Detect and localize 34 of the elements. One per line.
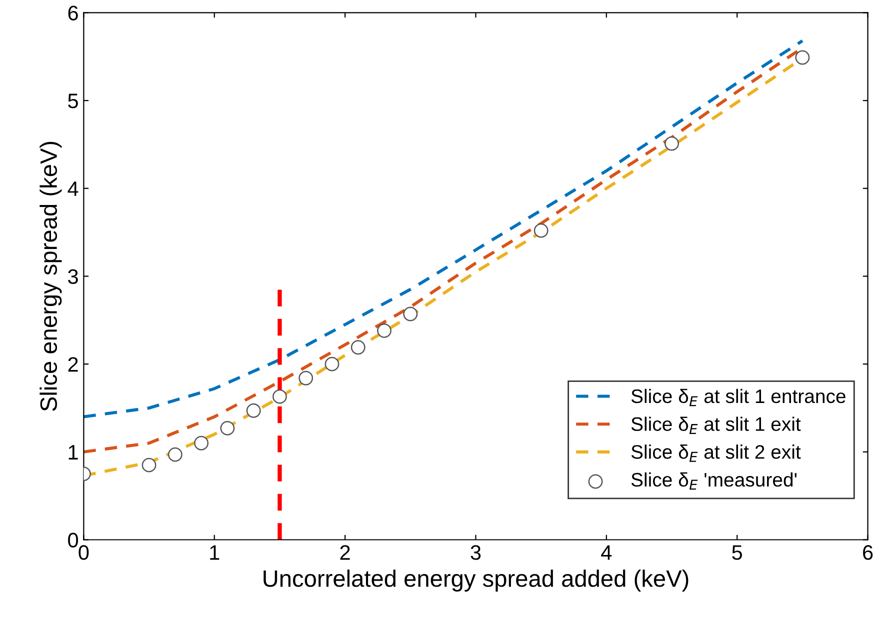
x-tick-label: 4 — [601, 545, 612, 560]
point — [664, 136, 679, 151]
legend-label: Slice δ$_{E}$ at slit 1 entrance — [631, 388, 846, 406]
legend-label: Slice δ$_{E}$ 'measured' — [631, 472, 797, 490]
x-tick-label: 5 — [732, 545, 742, 560]
x-tick-label: 0 — [78, 545, 89, 560]
point — [350, 340, 366, 355]
point — [298, 370, 314, 386]
y-tick-label: 4 — [68, 182, 78, 196]
y-tick-label: 1 — [68, 445, 78, 460]
point — [194, 436, 209, 450]
x-tick-label: 2 — [340, 545, 350, 560]
y-tick-label: 6 — [68, 6, 78, 20]
point — [142, 458, 156, 472]
x-axis-title: Uncorrelated energy spread added (keV) — [264, 570, 688, 592]
y-axis-title: Slice energy spread (keV) — [40, 142, 62, 411]
y-tick-label: 3 — [68, 269, 78, 284]
point — [246, 403, 261, 418]
x-tick-label: 6 — [863, 545, 873, 560]
y-tick-label: 5 — [68, 94, 78, 108]
legend-label: Slice δ$_{E}$ at slit 1 exit — [631, 416, 801, 434]
point — [403, 306, 418, 322]
point — [220, 420, 235, 436]
point — [272, 389, 287, 404]
point — [534, 223, 548, 238]
y-tick-label: 0 — [68, 532, 78, 548]
x-tick-label: 3 — [470, 545, 481, 560]
point — [324, 356, 340, 372]
x-tick-label: 1 — [210, 545, 220, 560]
point — [168, 447, 182, 462]
legend-label: Slice δ$_{E}$ at slit 2 exit — [631, 444, 801, 462]
point — [377, 323, 392, 338]
y-tick-label: 2 — [68, 357, 78, 372]
point — [795, 50, 810, 65]
